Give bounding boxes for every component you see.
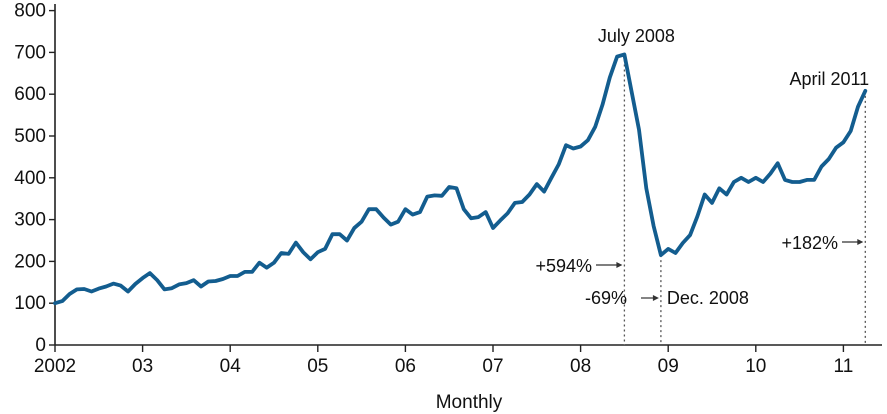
label-trough: Dec. 2008 [667,288,749,308]
arrow-fall-to-trough-head [652,295,659,301]
x-tick-label: 03 [132,356,153,377]
y-tick-label: 600 [14,84,46,105]
data-series [53,52,868,306]
y-axis-ticks: 0 100 200 300 400 500 600 700 800 [14,1,55,356]
x-tick-label: 2002 [34,356,76,377]
label-fall-to-trough: -69% [585,288,627,308]
label-rise-to-latest: +182% [781,233,838,253]
x-axis-ticks: 2002 03 04 05 06 07 08 09 10 11 [34,345,853,377]
y-tick-label: 100 [14,293,46,314]
x-axis-label: Monthly [436,392,503,413]
x-tick-label: 10 [745,356,766,377]
label-latest: April 2011 [789,69,869,89]
label-peak: July 2008 [598,26,675,46]
y-tick-label: 300 [14,210,46,231]
arrow-rise-to-latest-head [857,239,864,245]
y-tick-label: 0 [35,335,46,356]
y-tick-label: 400 [14,168,46,189]
y-tick-label: 500 [14,126,46,147]
x-tick-label: 05 [307,356,328,377]
annotations: July 2008 April 2011 Dec. 2008 +594% -69% +18… [535,26,869,308]
y-tick-label: 700 [14,42,46,63]
arrow-rise-to-peak-head [616,262,623,268]
x-tick-label: 11 [834,356,854,377]
y-tick-label: 800 [14,1,46,22]
label-rise-to-peak: +594% [535,256,592,276]
series-line [53,52,868,306]
axes [54,4,882,346]
x-tick-label: 06 [395,356,416,377]
x-tick-label: 09 [658,356,679,377]
annotation-guides [623,54,866,345]
x-tick-label: 07 [482,356,503,377]
x-tick-label: 08 [570,356,591,377]
x-tick-label: 04 [220,356,242,377]
y-tick-label: 200 [14,251,46,272]
